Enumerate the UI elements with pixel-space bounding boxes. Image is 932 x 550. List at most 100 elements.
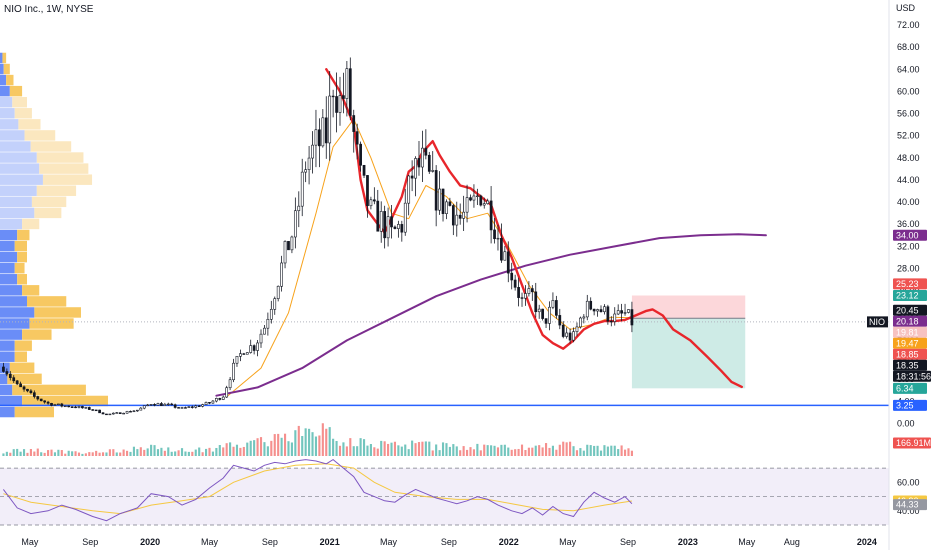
- volume-bar: [167, 447, 170, 456]
- volume-bar: [448, 446, 451, 456]
- candle-body: [592, 308, 596, 312]
- candle-body: [558, 315, 562, 326]
- candle-body: [397, 224, 400, 229]
- candle-body: [276, 285, 280, 299]
- chart-title: NIO Inc., 1W, NYSE: [4, 4, 94, 15]
- candle-body: [60, 403, 64, 407]
- candle-body: [554, 300, 558, 316]
- position-risk-zone[interactable]: [631, 295, 746, 319]
- price-tick-label: 48.00: [897, 153, 920, 163]
- candle-body: [372, 199, 376, 202]
- time-tick-label: 2020: [140, 537, 160, 547]
- volume-bar: [119, 452, 122, 456]
- candle-body: [575, 326, 579, 332]
- vp-up-bar: [0, 251, 18, 263]
- candle-body: [53, 404, 57, 406]
- volume-bar: [136, 449, 139, 456]
- volume-bar: [349, 438, 352, 456]
- volume-bar: [469, 447, 472, 456]
- vp-down-bar: [29, 318, 74, 329]
- volume-bar: [569, 441, 572, 456]
- volume-bar: [338, 445, 342, 456]
- candle-body: [218, 398, 222, 400]
- rsi-line: [2, 458, 633, 522]
- candle-body: [362, 164, 366, 176]
- volume-bar: [232, 446, 235, 456]
- candle-body: [228, 379, 232, 389]
- volume-bar: [187, 451, 190, 456]
- volume-bar: [198, 447, 201, 456]
- price-axis[interactable]: 0.004.008.0012.0016.0020.0024.0028.0032.…: [867, 0, 931, 550]
- candle-body: [517, 287, 520, 298]
- time-axis[interactable]: May Sep 2020 May Sep 2021 May Sep 2022 May Sep 2023…: [21, 537, 877, 547]
- ema-line: [215, 233, 767, 397]
- candle-body: [393, 226, 397, 229]
- volume-bar: [548, 447, 551, 456]
- candlesticks[interactable]: [2, 57, 634, 416]
- volume-bar: [2, 453, 5, 456]
- vp-down-bar: [39, 163, 89, 174]
- volume-bar: [64, 453, 67, 456]
- volume-bar: [579, 448, 582, 456]
- candle-body: [74, 406, 77, 409]
- candle-body: [139, 407, 143, 411]
- candle-body: [493, 229, 496, 240]
- candle-body: [424, 147, 428, 156]
- volume-bar: [620, 445, 623, 456]
- volume-bar: [435, 444, 438, 456]
- volume-bar: [541, 447, 544, 456]
- candle-body: [486, 200, 490, 204]
- candle-body: [208, 402, 211, 404]
- vp-down-bar: [22, 395, 108, 407]
- volume-bar: [60, 450, 63, 456]
- candle-body: [201, 404, 204, 407]
- volume-bar: [95, 450, 98, 456]
- volume-bar: [139, 447, 142, 456]
- time-tick-label: 2024: [857, 537, 877, 547]
- vp-down-bar: [14, 108, 32, 119]
- candle-body: [496, 237, 500, 240]
- vp-down-bar: [30, 141, 72, 152]
- candle-body: [235, 355, 239, 364]
- volume-bar: [26, 452, 29, 456]
- volume-profile: [0, 52, 108, 418]
- price-label-badge: [893, 229, 927, 241]
- volume-bar: [12, 449, 15, 456]
- volume-bar: [424, 441, 427, 456]
- candle-body: [105, 413, 108, 416]
- price-tick-label: 36.00: [897, 219, 920, 229]
- currency-label: USD: [896, 3, 916, 13]
- vp-down-bar: [18, 119, 41, 130]
- volume-bar: [397, 445, 400, 456]
- candle-body: [149, 404, 153, 406]
- volume-bar: [586, 444, 589, 456]
- candle-body: [572, 331, 575, 341]
- vp-up-bar: [0, 229, 18, 241]
- vp-up-bar: [0, 262, 15, 274]
- volume-bar: [84, 453, 87, 456]
- price-label-badge-text: 18.35: [896, 360, 919, 370]
- volume-bar: [36, 448, 39, 456]
- candle-body: [77, 406, 81, 408]
- price-tick-label: 0.00: [897, 418, 915, 428]
- volume-bar: [22, 449, 26, 456]
- candle-body: [307, 157, 311, 170]
- volume-bar: [603, 445, 606, 456]
- vp-up-bar: [0, 85, 10, 97]
- volume-bar: [414, 443, 417, 456]
- price-tick-label: 72.00: [897, 20, 920, 30]
- vp-down-bar: [9, 85, 23, 97]
- volume-bar: [19, 451, 22, 456]
- volume-bar: [441, 442, 445, 456]
- vp-up-bar: [0, 395, 23, 407]
- candle-body: [627, 309, 630, 313]
- candle-body: [541, 308, 544, 319]
- candle-body: [125, 411, 129, 414]
- candle-body: [177, 407, 180, 409]
- candle-body: [314, 129, 318, 146]
- price-tick-label: 56.00: [897, 109, 920, 119]
- vp-up-bar: [0, 285, 23, 296]
- price-label-badge-text: 3.25: [896, 400, 914, 410]
- candle-body: [187, 406, 191, 408]
